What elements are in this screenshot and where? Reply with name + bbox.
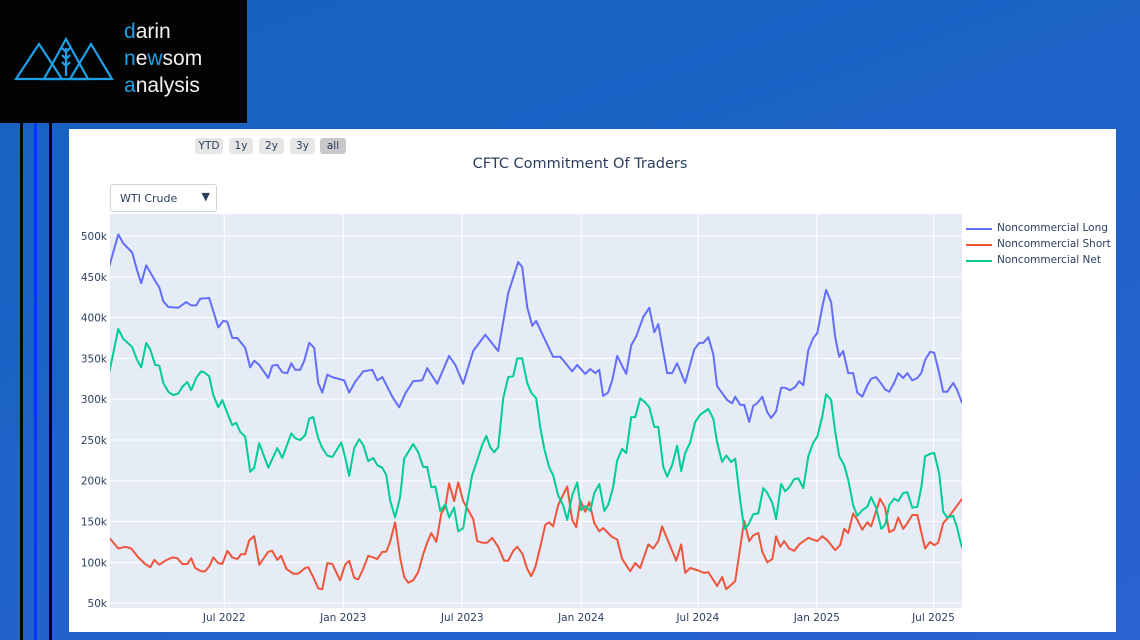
legend-label: Noncommercial Net	[997, 254, 1101, 266]
x-tick-label: Jul 2024	[675, 612, 719, 624]
line-chart[interactable]: 50k 100k 150k 200k 250k 300k 350k 400k 450k 500k J…	[69, 129, 1116, 632]
y-tick-label: 300k	[81, 394, 108, 406]
y-tick-label: 50k	[88, 598, 108, 610]
logo-letter: w	[147, 47, 163, 70]
chart-panel: YTD 1y 2y 3y all CFTC Commitment Of Trad…	[69, 129, 1116, 632]
x-tick-label: Jan 2024	[557, 612, 605, 624]
legend-label: Noncommercial Long	[997, 222, 1108, 234]
x-tick-label: Jul 2022	[202, 612, 246, 624]
brand-logo: darin newsom analysis	[0, 0, 247, 123]
series-line-short[interactable]	[109, 481, 962, 591]
logo-letter: a	[124, 74, 136, 97]
y-tick-label: 500k	[81, 231, 108, 243]
logo-letter: d	[124, 20, 136, 43]
decorative-divider	[20, 123, 23, 640]
x-tick-label: Jul 2025	[911, 612, 955, 624]
y-tick-label: 350k	[81, 353, 108, 365]
logo-letter: n	[124, 47, 136, 70]
series-line-long[interactable]	[109, 233, 962, 423]
x-tick-label: Jan 2023	[319, 612, 366, 624]
y-tick-label: 150k	[81, 517, 108, 529]
legend-swatch	[966, 260, 992, 262]
logo-text: arin	[135, 20, 171, 43]
series-line-net[interactable]	[109, 328, 962, 549]
decorative-divider	[49, 123, 52, 640]
y-tick-label: 200k	[81, 476, 108, 488]
y-tick-label: 250k	[81, 435, 108, 447]
legend-swatch	[966, 244, 992, 246]
dropdown-selected-value: WTI Crude	[120, 192, 178, 205]
range-button-3y[interactable]: 3y	[290, 138, 315, 154]
caret-down-icon: ▼	[201, 190, 210, 203]
y-tick-label: 450k	[81, 272, 108, 284]
y-tick-label: 100k	[81, 557, 108, 569]
x-tick-label: Jan 2025	[793, 612, 840, 624]
range-button-2y[interactable]: 2y	[259, 138, 284, 154]
legend-label: Noncommercial Short	[997, 238, 1111, 250]
x-tick-label: Jul 2023	[440, 612, 484, 624]
chart-title: CFTC Commitment Of Traders	[472, 156, 688, 172]
decorative-divider	[34, 123, 37, 640]
range-button-1y[interactable]: 1y	[229, 138, 253, 154]
plot-area	[110, 214, 962, 608]
range-button-all[interactable]: all	[320, 138, 346, 154]
mountain-wheat-logo-icon	[14, 36, 114, 81]
legend-swatch	[966, 228, 992, 230]
logo-text: som	[162, 47, 203, 70]
commodity-dropdown[interactable]: WTI Crude ▼	[110, 184, 217, 212]
y-tick-label: 400k	[81, 313, 108, 325]
range-button-ytd[interactable]: YTD	[195, 138, 223, 154]
logo-text: nalysis	[135, 74, 200, 97]
logo-text: e	[135, 47, 148, 70]
logo-wordmark: darin newsom analysis	[124, 18, 202, 99]
